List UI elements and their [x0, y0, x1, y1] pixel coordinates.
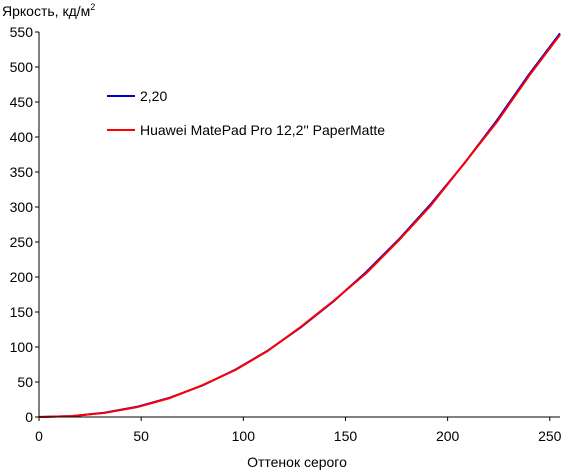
- y-tick-label: 200: [10, 269, 34, 285]
- y-tick-label: 100: [10, 339, 34, 355]
- series-line-2: [38, 34, 561, 418]
- y-tick-label: 500: [10, 59, 34, 75]
- x-axis-title: Оттенок серого: [247, 454, 347, 470]
- y-axis-title: Яркость, кд/м2: [2, 2, 95, 19]
- legend-label-series-1: 2,20: [140, 88, 167, 104]
- x-tick-label: 150: [334, 428, 358, 444]
- y-tick-label: 50: [17, 374, 33, 390]
- y-tick-label: 0: [25, 409, 33, 425]
- y-tick-label: 250: [10, 234, 34, 250]
- y-tick-label: 450: [10, 94, 34, 110]
- y-tick-label: 550: [10, 24, 34, 40]
- series-layer: [38, 32, 561, 418]
- legend: 2,20 Huawei MatePad Pro 12,2'' PaperMatt…: [107, 88, 385, 138]
- x-tick-label: 100: [232, 428, 256, 444]
- x-tick-label: 0: [35, 428, 43, 444]
- legend-label-series-2: Huawei MatePad Pro 12,2'' PaperMatte: [140, 122, 385, 138]
- y-tick-label: 300: [10, 199, 34, 215]
- x-axis-ticks: 0 50 100 150 200 250: [35, 417, 562, 444]
- y-tick-label: 150: [10, 304, 34, 320]
- x-tick-label: 200: [436, 428, 460, 444]
- x-tick-label: 250: [538, 428, 562, 444]
- x-tick-label: 50: [133, 428, 149, 444]
- y-axis-ticks: 0 50 100 150 200 250 300 350 400 450 500 550: [10, 24, 39, 425]
- y-tick-label: 350: [10, 164, 34, 180]
- series-line-1: [38, 32, 561, 418]
- y-tick-label: 400: [10, 129, 34, 145]
